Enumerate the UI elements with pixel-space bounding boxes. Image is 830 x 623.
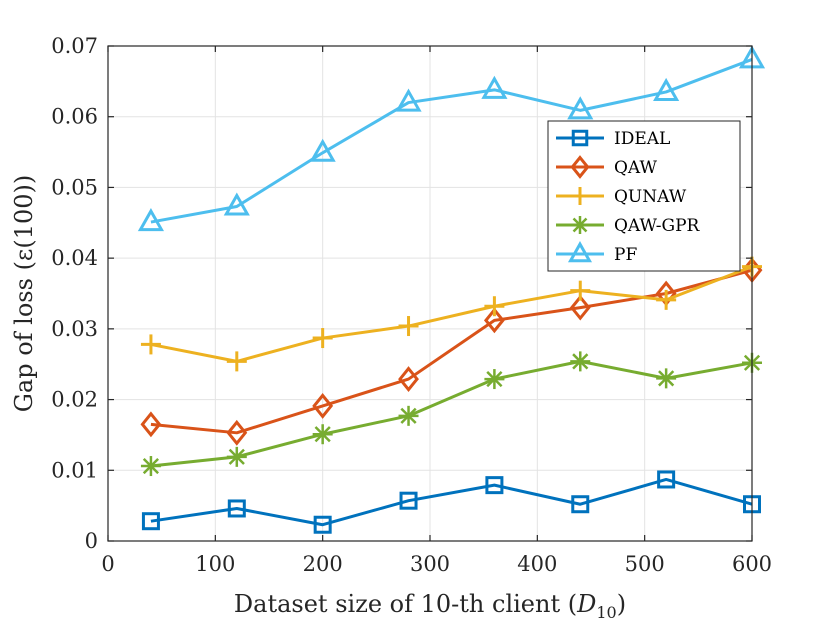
grid-lines: [107, 45, 753, 542]
data-point-pf: [223, 192, 250, 216]
data-point-ideal: [141, 512, 160, 531]
data-point-ideal: [399, 491, 418, 510]
legend-marker-ideal: [571, 129, 589, 147]
data-point-qunaw: [312, 328, 333, 349]
data-point-qaw-gpr: [226, 446, 247, 467]
data-point-qunaw: [484, 296, 505, 317]
data-point-qunaw: [656, 289, 677, 310]
tick-labels: 0 100 200 300 400 500 600 0 0.01 0.02 0.03 0.04 0.05…: [51, 34, 772, 576]
y-tick-label: 0: [85, 529, 98, 553]
legend-label-pf: PF: [614, 245, 637, 265]
x-axis-label: Dataset size of 10-th client (D10): [234, 590, 626, 622]
legend-item-qunaw: QUNAW: [556, 187, 687, 207]
data-point-qaw-gpr: [656, 368, 677, 389]
legend-marker-qunaw: [571, 187, 589, 205]
asterisk-stroke: [400, 407, 417, 424]
asterisk-stroke: [486, 370, 503, 388]
y-tick-label: 0.05: [51, 175, 98, 199]
data-point-qaw-gpr: [398, 405, 419, 426]
x-tick-label: 200: [303, 552, 343, 576]
data-point-qunaw: [226, 351, 247, 372]
legend-item-qaw: QAW: [556, 155, 658, 179]
series-line-pf: [150, 58, 753, 224]
data-point-pf: [137, 208, 165, 232]
legend-marker-pf: [567, 241, 593, 263]
data-point-pf: [653, 77, 680, 101]
data-point-qunaw: [140, 334, 161, 355]
x-tick-label: 600: [732, 552, 772, 576]
data-point-qaw: [483, 307, 505, 334]
series-qaw: [140, 257, 763, 446]
data-point-pf: [395, 88, 422, 112]
legend-item-qaw-gpr: QAW-GPR: [556, 216, 701, 236]
series-line-qaw: [150, 268, 753, 435]
data-point-qaw-gpr: [140, 456, 161, 477]
x-tick-label: 300: [410, 552, 450, 576]
x-tick-label: 100: [195, 552, 235, 576]
data-point-pf: [309, 138, 336, 162]
series-qaw-gpr: [140, 351, 762, 477]
legend-item-ideal: IDEAL: [556, 129, 670, 149]
data-point-ideal: [485, 476, 504, 495]
x-tick-label: 500: [625, 552, 665, 576]
series-pf: [137, 45, 766, 232]
y-tick-label: 0.04: [51, 246, 98, 270]
y-tick-label: 0.02: [51, 388, 98, 412]
legend-label-qunaw: QUNAW: [614, 187, 687, 207]
series-line-ideal: [150, 477, 753, 527]
axes: [107, 45, 753, 542]
asterisk-stroke: [572, 217, 588, 233]
series-line-qaw-gpr: [150, 359, 753, 468]
data-point-qaw: [312, 393, 334, 419]
legend-label-ideal: IDEAL: [614, 129, 670, 149]
y-tick-label: 0.07: [51, 34, 98, 58]
series-qunaw: [140, 256, 762, 372]
data-point-qunaw: [570, 280, 591, 301]
x-tick-label: 400: [517, 552, 557, 576]
y-axis-label: Gap of loss (ε(100)): [10, 175, 38, 413]
data-point-pf: [567, 96, 594, 120]
data-point-qaw: [140, 411, 162, 438]
data-point-ideal: [313, 515, 332, 534]
data-point-qaw-gpr: [570, 351, 591, 372]
legend: IDEAL QAW QUNAW QAW-GPR PF: [547, 120, 741, 272]
data-point-qaw: [226, 419, 248, 446]
data-point-ideal: [571, 495, 590, 514]
data-point-ideal: [657, 470, 676, 489]
data-point-qaw: [569, 294, 591, 321]
y-tick-label: 0.06: [51, 105, 98, 129]
series-layer: [137, 45, 766, 534]
data-point-pf: [481, 75, 508, 99]
legend-label-qaw-gpr: QAW-GPR: [614, 216, 701, 236]
data-point-qunaw: [398, 316, 419, 337]
data-point-qaw-gpr: [484, 369, 505, 390]
data-point-qaw-gpr: [312, 424, 333, 445]
x-tick-label: 0: [101, 552, 114, 576]
legend-marker-qaw: [570, 155, 590, 179]
series-line-qunaw: [150, 265, 753, 363]
legend-label-qaw: QAW: [614, 158, 658, 178]
data-point-qaw: [398, 366, 419, 392]
asterisk-stroke: [658, 370, 675, 387]
series-ideal: [141, 470, 761, 534]
y-tick-label: 0.01: [51, 458, 98, 482]
asterisk-stroke: [314, 426, 331, 443]
asterisk-stroke: [572, 353, 589, 370]
data-point-ideal: [227, 499, 246, 518]
legend-item-pf: PF: [556, 241, 637, 265]
legend-marker-qaw-gpr: [571, 216, 589, 234]
y-tick-label: 0.03: [51, 317, 98, 341]
asterisk-stroke: [228, 448, 245, 465]
asterisk-stroke: [142, 457, 160, 475]
